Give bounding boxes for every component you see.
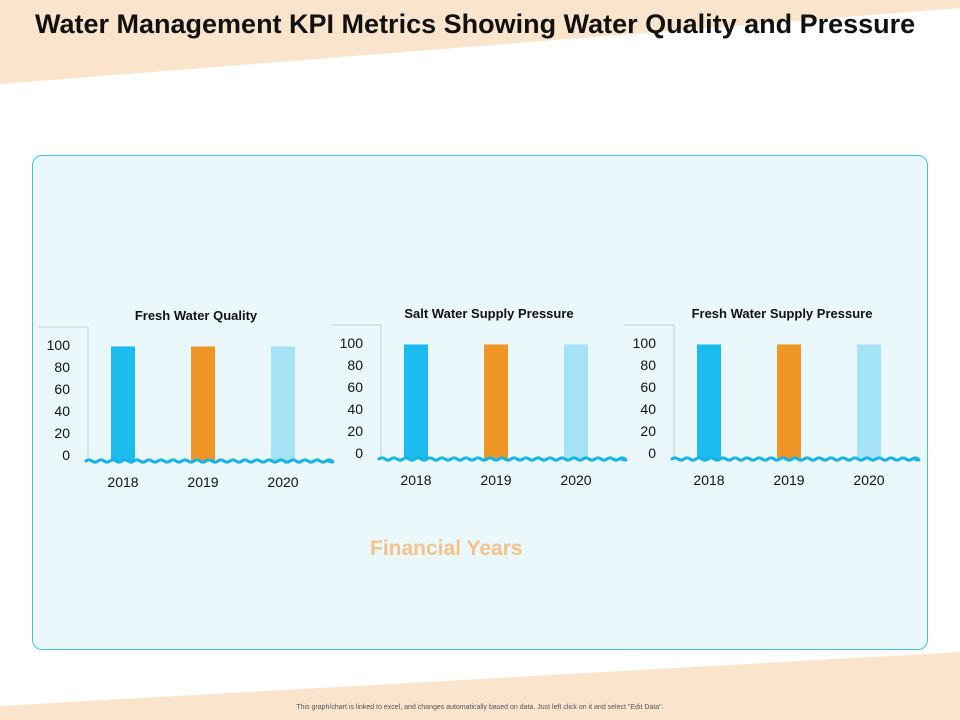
chart-salt-water-supply-pressure[interactable]: Salt Water Supply Pressure 0 20 40 60 80 100 20… — [329, 303, 629, 493]
y-tick-label: 100 — [340, 335, 364, 351]
x-tick-label: 2019 — [773, 472, 804, 488]
bar-2020[interactable] — [271, 346, 295, 461]
y-tick-label: 40 — [347, 401, 363, 417]
y-tick-label: 0 — [355, 445, 363, 461]
x-tick-label: 2019 — [480, 472, 511, 488]
chart-svg: Fresh Water Quality 0 20 40 60 80 100 2018 2019 2… — [38, 308, 335, 490]
bar-2019[interactable] — [777, 344, 801, 459]
y-tick-label: 60 — [640, 379, 656, 395]
y-axis-line — [624, 324, 675, 459]
water-wave-baseline — [377, 456, 628, 462]
chart-fresh-water-quality[interactable]: Fresh Water Quality 0 20 40 60 80 100 2018 2019 2… — [36, 305, 336, 495]
chart-svg: Fresh Water Supply Pressure 0 20 40 60 80 100 2… — [624, 306, 921, 488]
y-tick-label: 60 — [347, 379, 363, 395]
y-tick-label: 20 — [347, 423, 363, 439]
chart-fresh-water-supply-pressure[interactable]: Fresh Water Supply Pressure 0 20 40 60 80 100 2… — [622, 303, 922, 493]
x-tick-label: 2018 — [693, 472, 724, 488]
x-axis-caption: Financial Years — [370, 537, 523, 560]
chart-title: Fresh Water Supply Pressure — [692, 306, 873, 321]
chart-title: Salt Water Supply Pressure — [404, 306, 573, 321]
y-tick-label: 80 — [347, 357, 363, 373]
x-tick-label: 2020 — [267, 474, 298, 490]
bar-2019[interactable] — [484, 344, 508, 459]
x-tick-label: 2020 — [560, 472, 591, 488]
bar-2020[interactable] — [857, 344, 881, 459]
x-tick-label: 2018 — [400, 472, 431, 488]
bar-2019[interactable] — [191, 346, 215, 461]
bottom-accent-band — [0, 652, 960, 720]
chart-title: Fresh Water Quality — [135, 308, 258, 323]
y-tick-label: 40 — [640, 401, 656, 417]
y-tick-label: 20 — [640, 423, 656, 439]
y-tick-label: 20 — [54, 425, 70, 441]
bar-2018[interactable] — [111, 346, 135, 461]
y-tick-label: 100 — [47, 337, 71, 353]
x-tick-label: 2020 — [853, 472, 884, 488]
y-axis-line — [331, 324, 382, 459]
y-tick-label: 100 — [633, 335, 657, 351]
water-wave-baseline — [84, 458, 335, 464]
bar-2018[interactable] — [404, 344, 428, 459]
y-tick-label: 80 — [54, 359, 70, 375]
y-tick-label: 60 — [54, 381, 70, 397]
x-tick-label: 2018 — [107, 474, 138, 490]
water-wave-baseline — [670, 456, 921, 462]
chart-svg: Salt Water Supply Pressure 0 20 40 60 80 100 20… — [331, 306, 628, 488]
y-tick-label: 0 — [648, 445, 656, 461]
bar-2020[interactable] — [564, 344, 588, 459]
y-axis-line — [38, 326, 89, 461]
top-accent-band — [0, 0, 960, 84]
bar-2018[interactable] — [697, 344, 721, 459]
y-tick-label: 80 — [640, 357, 656, 373]
page-title: Water Management KPI Metrics Showing Wat… — [35, 9, 916, 39]
x-tick-label: 2019 — [187, 474, 218, 490]
y-tick-label: 40 — [54, 403, 70, 419]
footnote: This graph/chart is linked to excel, and… — [296, 704, 664, 711]
y-tick-label: 0 — [62, 447, 70, 463]
